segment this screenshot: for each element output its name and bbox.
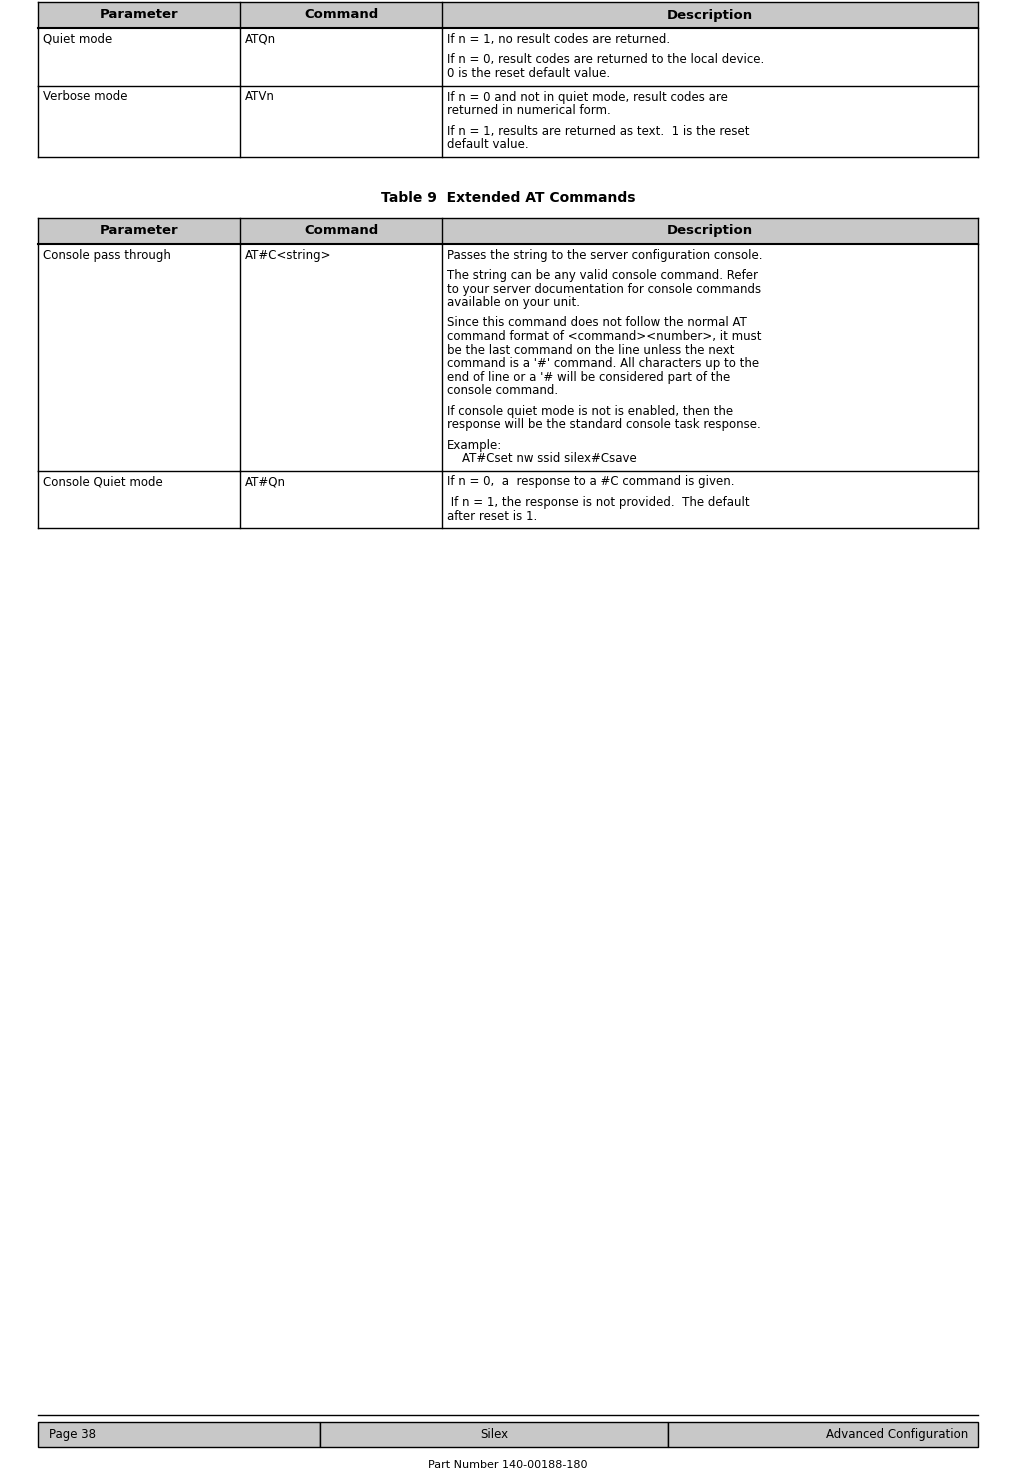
Text: Parameter: Parameter [100,9,179,22]
Bar [38,470,978,528]
Text: The string can be any valid console command. Refer: The string can be any valid console comm… [447,269,758,282]
Text: If n = 1, results are returned as text.  1 is the reset: If n = 1, results are returned as text. … [447,124,750,138]
Bar [320,1421,668,1446]
Text: after reset is 1.: after reset is 1. [447,509,537,522]
Text: Advanced Configuration: Advanced Configuration [826,1429,968,1441]
Text: Table 9  Extended AT Commands: Table 9 Extended AT Commands [381,191,635,206]
Bar [668,1421,978,1446]
Text: 0 is the reset default value.: 0 is the reset default value. [447,67,611,80]
Text: If console quiet mode is not is enabled, then the: If console quiet mode is not is enabled,… [447,404,734,417]
Text: AT#C<string>: AT#C<string> [245,248,331,262]
Text: If n = 0, result codes are returned to the local device.: If n = 0, result codes are returned to t… [447,53,764,67]
Text: end of line or a '# will be considered part of the: end of line or a '# will be considered p… [447,371,731,383]
Text: Console pass through: Console pass through [43,248,171,262]
Text: command is a '#' command. All characters up to the: command is a '#' command. All characters… [447,356,759,370]
Text: ATQn: ATQn [245,33,276,46]
Text: Command: Command [304,9,378,22]
Bar [38,1421,320,1446]
Text: Silex: Silex [480,1429,508,1441]
Text: Parameter: Parameter [100,223,179,237]
Text: Quiet mode: Quiet mode [43,33,112,46]
Text: AT#Cset nw ssid silex#Csave: AT#Cset nw ssid silex#Csave [447,453,637,464]
Bar [38,86,978,157]
Text: If n = 0,  a  response to a #C command is given.: If n = 0, a response to a #C command is … [447,476,735,488]
Text: AT#Qn: AT#Qn [245,476,287,488]
Text: be the last command on the line unless the next: be the last command on the line unless t… [447,343,735,356]
Bar [38,28,978,86]
Text: Command: Command [304,223,378,237]
Text: If n = 1, no result codes are returned.: If n = 1, no result codes are returned. [447,33,671,46]
Bar [38,1,978,28]
Text: Part Number 140-00188-180: Part Number 140-00188-180 [429,1460,587,1470]
Text: If n = 0 and not in quiet mode, result codes are: If n = 0 and not in quiet mode, result c… [447,90,728,104]
Text: returned in numerical form.: returned in numerical form. [447,104,611,117]
Text: Since this command does not follow the normal AT: Since this command does not follow the n… [447,317,747,330]
Text: Verbose mode: Verbose mode [43,90,127,104]
Text: response will be the standard console task response.: response will be the standard console ta… [447,419,761,430]
Text: Example:: Example: [447,438,503,451]
Text: Page 38: Page 38 [50,1429,97,1441]
Bar [38,217,978,244]
Text: Description: Description [668,223,753,237]
Text: Description: Description [668,9,753,22]
Text: console command.: console command. [447,385,559,396]
Text: to your server documentation for console commands: to your server documentation for console… [447,282,761,296]
Bar [38,244,978,470]
Text: default value.: default value. [447,138,528,151]
Text: Passes the string to the server configuration console.: Passes the string to the server configur… [447,248,763,262]
Text: command format of <command><number>, it must: command format of <command><number>, it … [447,330,762,343]
Text: ATVn: ATVn [245,90,275,104]
Text: Console Quiet mode: Console Quiet mode [43,476,163,488]
Text: available on your unit.: available on your unit. [447,296,580,309]
Text: If n = 1, the response is not provided.  The default: If n = 1, the response is not provided. … [447,495,750,509]
